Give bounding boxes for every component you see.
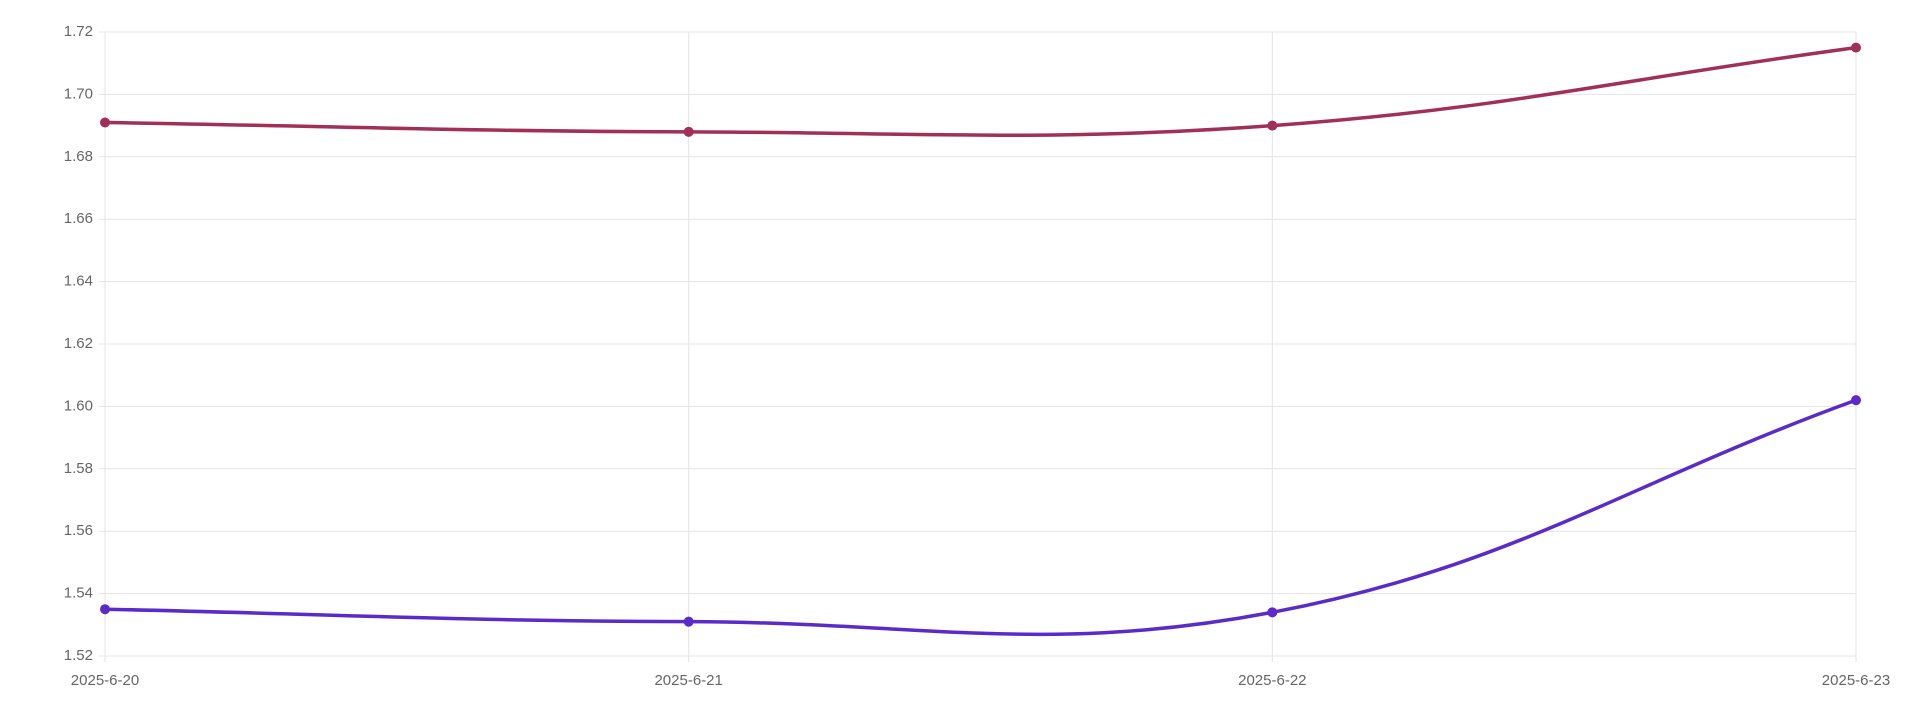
data-point xyxy=(1851,395,1861,406)
data-point xyxy=(100,604,110,615)
y-tick-label: 1.54 xyxy=(64,585,93,602)
y-tick-label: 1.70 xyxy=(64,85,93,102)
y-tick-label: 1.60 xyxy=(64,397,93,414)
data-point xyxy=(100,117,110,128)
data-point xyxy=(1851,42,1861,53)
x-tick-label: 2025-6-21 xyxy=(654,672,722,689)
x-tick-label: 2025-6-22 xyxy=(1238,672,1306,689)
x-tick-label: 2025-6-23 xyxy=(1822,672,1890,689)
y-tick-label: 1.68 xyxy=(64,148,93,165)
y-tick-label: 1.52 xyxy=(64,647,93,664)
data-point xyxy=(683,126,694,137)
y-tick-label: 1.72 xyxy=(64,23,93,40)
series-line xyxy=(104,45,1857,138)
data-point xyxy=(1267,120,1278,131)
series-line xyxy=(104,398,1857,637)
y-tick-label: 1.58 xyxy=(64,460,93,477)
y-tick-label: 1.56 xyxy=(64,522,93,539)
y-tick-label: 1.62 xyxy=(64,335,93,352)
y-tick-label: 1.66 xyxy=(64,210,93,227)
x-tick-label: 2025-6-20 xyxy=(71,672,139,689)
data-point xyxy=(683,616,694,627)
data-point xyxy=(1267,607,1278,618)
y-tick-label: 1.64 xyxy=(64,273,93,290)
